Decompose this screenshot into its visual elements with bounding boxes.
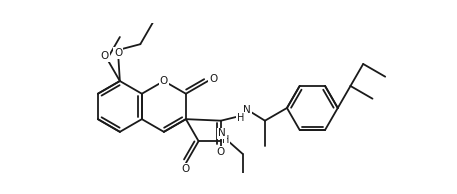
Text: O: O (114, 48, 122, 58)
Text: O: O (209, 74, 218, 85)
Text: H: H (222, 135, 230, 145)
Text: N: N (218, 128, 226, 139)
Text: H: H (237, 113, 244, 123)
Text: O: O (101, 51, 109, 61)
Text: O: O (160, 76, 168, 86)
Text: N: N (243, 105, 251, 114)
Text: O: O (182, 164, 190, 174)
Text: O: O (217, 147, 225, 157)
